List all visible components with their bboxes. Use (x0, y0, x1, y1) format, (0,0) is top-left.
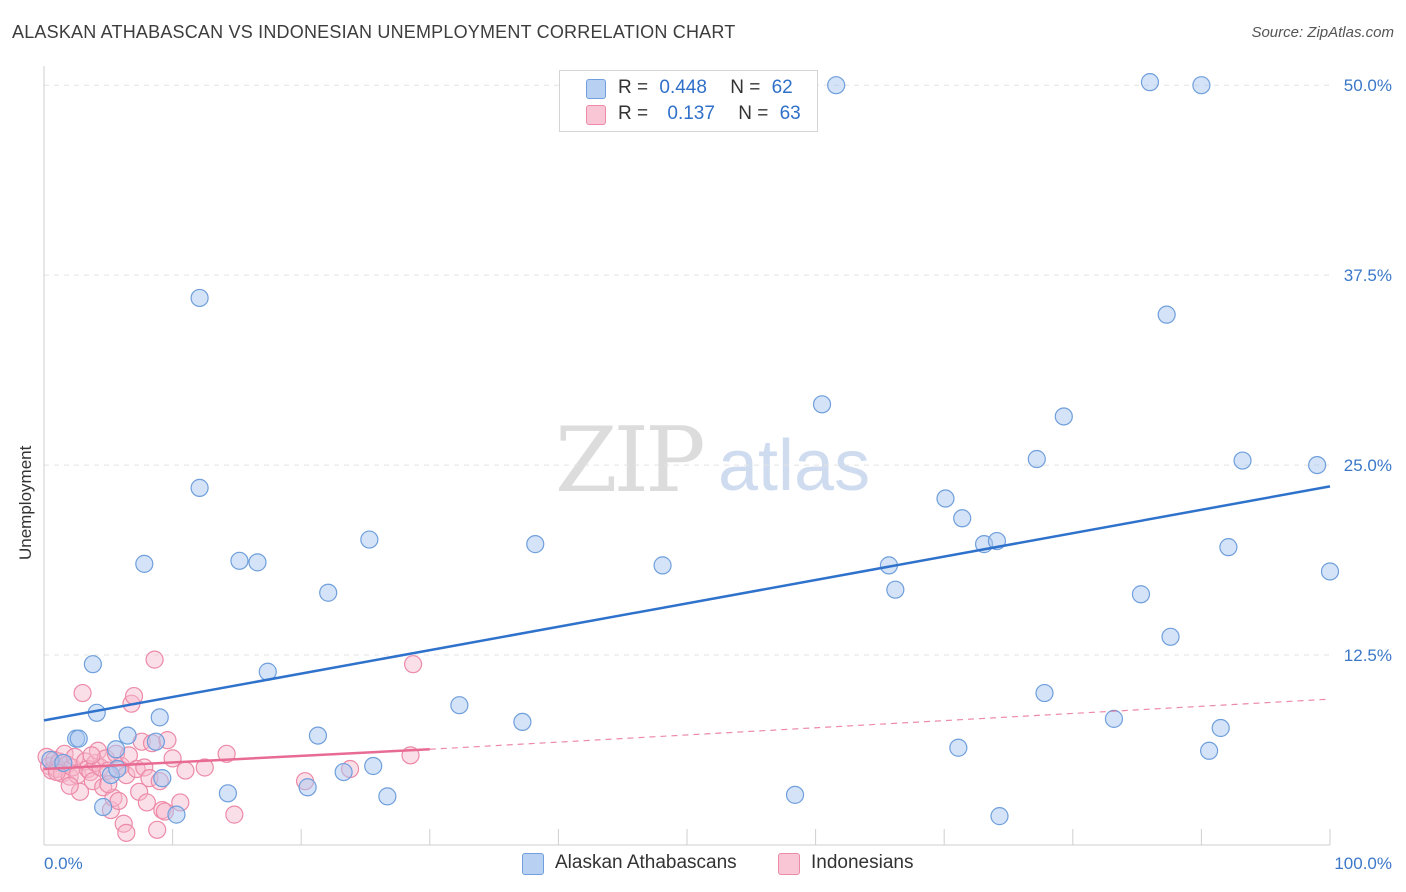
alaskan-point (1035, 683, 1054, 703)
alaskan-point (513, 712, 532, 732)
alaskan-point (153, 769, 172, 788)
indonesian-trend-line (43, 748, 430, 771)
alaskan-point (1157, 305, 1176, 324)
alaskan-point (1308, 455, 1327, 475)
legend-n-value: 63 (779, 103, 801, 124)
alaskan-point (1054, 407, 1073, 426)
alaskan-point (319, 583, 338, 602)
alaskan-point (827, 76, 846, 95)
y-tick-label: 50.0% (1344, 76, 1392, 95)
indonesian-point (60, 776, 79, 795)
y-tick-label: 12.5% (1344, 646, 1392, 665)
alaskan-trend-line (43, 485, 1331, 722)
alaskan-point (949, 738, 968, 757)
legend-n-label: N = (738, 103, 769, 124)
legend-r-label: R = (618, 77, 649, 98)
alaskan-point (83, 655, 102, 674)
source-label: Source: ZipAtlas.com (1251, 24, 1394, 41)
watermark-atlas: atlas (718, 426, 871, 506)
indonesian-point (176, 761, 195, 780)
indonesian-point (225, 805, 244, 824)
indonesian-point (163, 749, 182, 768)
legend-swatch-pink (586, 105, 606, 125)
alaskan-point (1027, 449, 1046, 469)
alaskan-point (150, 708, 169, 727)
alaskan-point (167, 805, 186, 824)
alaskan-point (118, 726, 137, 745)
indonesian-point (403, 655, 423, 674)
legend-r-value: 0.137 (667, 103, 715, 124)
alaskan-point (953, 509, 972, 528)
legend-box: R = 0.448 N = 62 R = 0.137 N = 63 (559, 70, 818, 132)
alaskan-point (1219, 538, 1238, 557)
bottom-legend-label: Indonesians (811, 852, 914, 873)
indonesian-point (73, 683, 92, 703)
alaskan-point (378, 787, 397, 806)
alaskan-point (106, 740, 126, 759)
alaskan-point (190, 288, 209, 308)
alaskan-point (653, 556, 672, 575)
alaskan-point (886, 580, 905, 599)
alaskan-point (146, 732, 165, 751)
indonesian-point (70, 782, 90, 801)
indonesian-point (217, 744, 236, 763)
alaskan-point (936, 489, 955, 508)
indonesian-point (148, 820, 167, 839)
alaskan-point (248, 553, 267, 572)
bottom-legend-label: Alaskan Athabascans (555, 852, 737, 873)
x-tick-label: 0.0% (44, 854, 83, 873)
indonesian-point (83, 772, 102, 791)
indonesian-point (82, 746, 101, 765)
alaskan-point (230, 551, 249, 570)
indonesian-point (137, 793, 156, 812)
y-tick-label: 25.0% (1344, 456, 1392, 475)
alaskan-point (1192, 76, 1211, 95)
alaskan-point (364, 756, 383, 776)
bottom-legend-swatch-pink (778, 853, 800, 875)
alaskan-point (69, 729, 88, 748)
alaskan-point (94, 797, 113, 817)
alaskan-point (108, 759, 127, 779)
alaskan-point (1161, 627, 1180, 646)
indonesian-point (117, 823, 136, 842)
legend-r-label: R = (618, 103, 649, 124)
alaskan-point (1320, 562, 1340, 581)
indonesian-point (145, 650, 164, 669)
chart-title: ALASKAN ATHABASCAN VS INDONESIAN UNEMPLO… (12, 22, 736, 42)
y-axis-label: Unemployment (16, 445, 35, 560)
alaskan-point (526, 535, 545, 554)
alaskan-point (450, 696, 469, 715)
alaskan-point (218, 784, 237, 803)
indonesian-trend-extension (429, 698, 1331, 750)
alaskan-point (308, 726, 328, 745)
x-tick-label: 100.0% (1334, 854, 1392, 873)
alaskan-point (1200, 741, 1219, 760)
alaskan-point (360, 530, 379, 549)
alaskan-point (334, 762, 353, 782)
alaskan-point (1104, 709, 1124, 728)
y-tick-label: 37.5% (1344, 266, 1392, 285)
alaskan-point (990, 807, 1009, 826)
alaskan-point (1131, 585, 1151, 604)
alaskan-point (785, 785, 805, 804)
legend-r-value: 0.448 (659, 77, 707, 98)
alaskan-point (135, 554, 154, 573)
alaskan-point (190, 478, 209, 497)
legend-swatch-blue (586, 79, 606, 99)
alaskan-point (298, 778, 317, 797)
indonesian-point (109, 791, 128, 811)
indonesian-point (195, 758, 214, 777)
alaskan-point (1140, 73, 1160, 92)
legend-n-label: N = (730, 77, 761, 98)
legend-n-value: 62 (771, 77, 793, 98)
alaskan-point (1211, 718, 1230, 738)
alaskan-point (1233, 451, 1252, 470)
bottom-legend-swatch-blue (522, 853, 544, 875)
watermark-zip: ZIP (555, 408, 706, 513)
alaskan-point (812, 395, 832, 414)
